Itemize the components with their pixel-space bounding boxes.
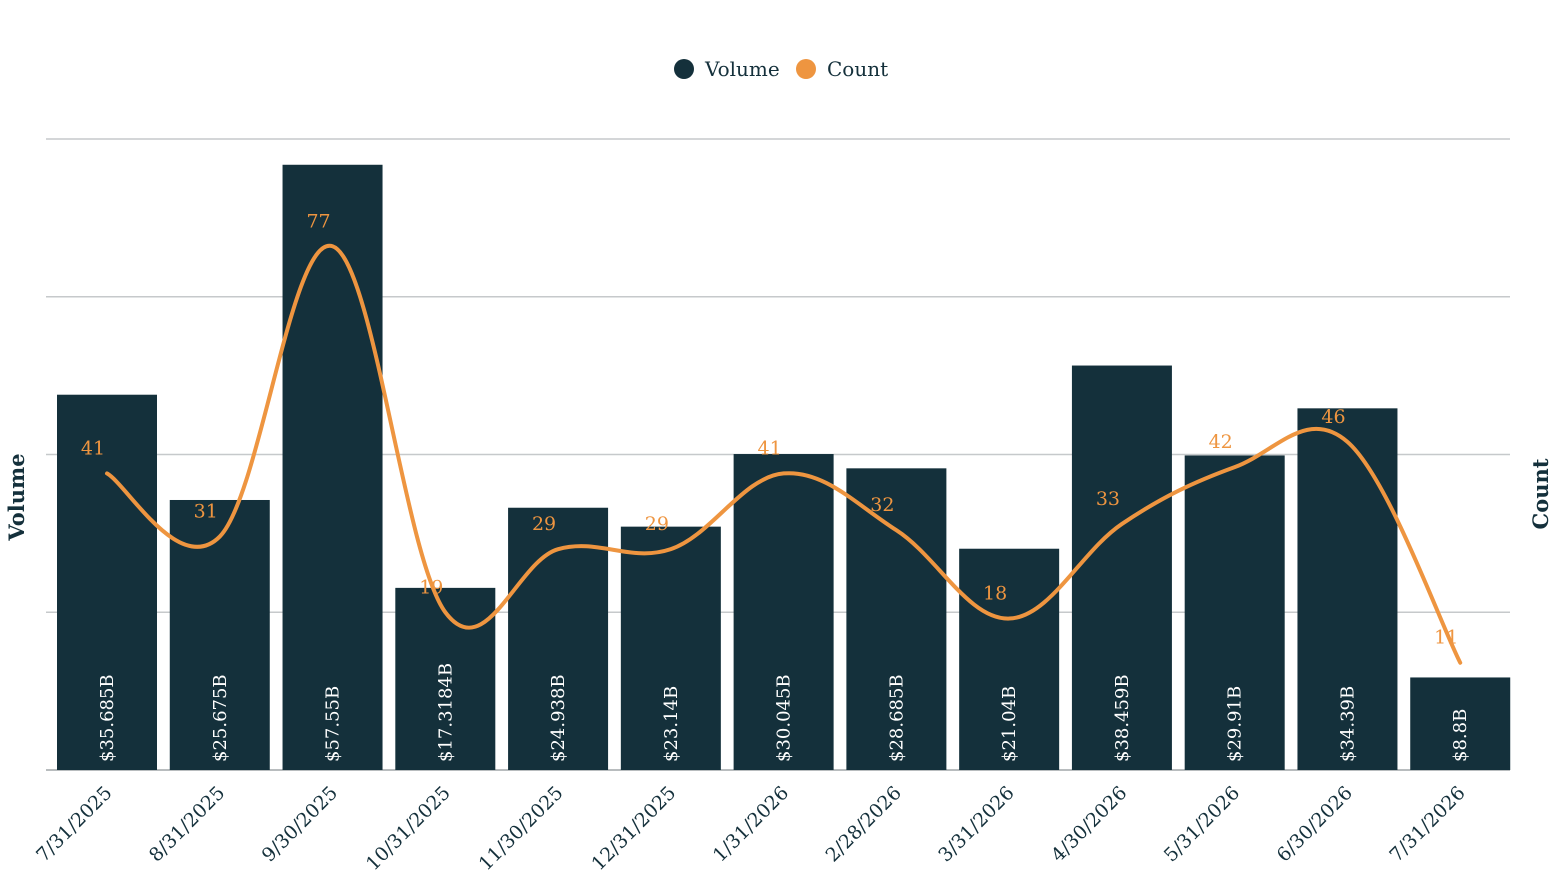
volume-bar[interactable] <box>959 548 1060 770</box>
x-tick-label: 4/30/2026 <box>1047 782 1131 866</box>
volume-bar-label: $17.3184B <box>435 663 456 762</box>
volume-bar-label: $21.04B <box>999 686 1020 762</box>
volume-bar-label: $28.685B <box>886 674 907 762</box>
volume-bar[interactable] <box>1071 365 1172 770</box>
count-label: 11 <box>1434 627 1458 649</box>
volume-bars <box>57 164 1511 770</box>
count-labels: 41 31 77 19 29 29 41 32 18 33 42 46 11 <box>81 210 1458 648</box>
x-axis-tick-labels: 7/31/2025 8/31/2025 9/30/2025 10/31/2025 11/… <box>32 782 1470 875</box>
count-label: 29 <box>645 513 669 535</box>
volume-bar-label: $30.045B <box>774 674 795 762</box>
count-label: 42 <box>1209 431 1233 453</box>
volume-bar[interactable] <box>395 587 496 770</box>
x-tick-label: 5/31/2026 <box>1160 782 1244 866</box>
volume-bar[interactable] <box>846 468 947 770</box>
count-label: 29 <box>532 513 556 535</box>
legend-count-marker <box>796 59 816 79</box>
count-label: 41 <box>758 437 782 459</box>
volume-bar-label: $57.55B <box>323 686 344 762</box>
x-tick-label: 8/31/2025 <box>145 782 229 866</box>
x-tick-label: 7/31/2025 <box>32 782 116 866</box>
volume-bar[interactable] <box>1297 408 1398 770</box>
volume-bar-label: $8.8B <box>1450 709 1471 762</box>
x-tick-label: 12/31/2025 <box>587 782 680 875</box>
y-axis-title: Volume <box>4 453 29 541</box>
volume-bar-label: $38.459B <box>1112 674 1133 762</box>
volume-bar[interactable] <box>508 507 609 770</box>
count-label: 18 <box>983 583 1007 605</box>
volume-bar-label: $23.14B <box>661 686 682 762</box>
count-label: 19 <box>419 576 443 598</box>
volume-bar[interactable] <box>1410 677 1511 770</box>
count-label: 41 <box>81 437 105 459</box>
x-tick-label: 9/30/2025 <box>258 782 342 866</box>
count-label: 77 <box>306 210 330 232</box>
x-tick-label: 6/30/2026 <box>1273 782 1357 866</box>
legend: Volume Count <box>674 57 888 81</box>
count-label: 33 <box>1096 488 1120 510</box>
volume-bar[interactable] <box>733 454 834 770</box>
volume-bar-labels: $35.685B $25.675B $57.55B $17.3184B $24.938B… <box>97 663 1471 762</box>
count-label: 46 <box>1321 406 1345 428</box>
volume-bar-label: $29.91B <box>1225 686 1246 762</box>
volume-bar[interactable] <box>57 394 157 770</box>
x-tick-label: 3/31/2026 <box>934 782 1018 866</box>
count-line <box>105 244 1463 665</box>
legend-volume-marker <box>674 59 694 79</box>
volume-bar-label: $34.39B <box>1337 686 1358 762</box>
x-tick-label: 1/31/2026 <box>709 782 793 866</box>
y2-axis-title: Count <box>1528 458 1553 529</box>
count-label: 32 <box>870 494 894 516</box>
legend-count-label[interactable]: Count <box>827 57 888 81</box>
volume-bar[interactable] <box>620 526 721 770</box>
volume-bar-label: $35.685B <box>97 674 118 762</box>
volume-bar[interactable] <box>1184 455 1285 770</box>
legend-volume-label[interactable]: Volume <box>704 57 780 81</box>
x-tick-label: 2/28/2026 <box>821 782 905 866</box>
volume-bar-label: $25.675B <box>210 674 231 762</box>
x-tick-label: 10/31/2025 <box>362 782 455 875</box>
volume-bar[interactable] <box>282 164 383 770</box>
x-tick-label: 11/30/2025 <box>475 782 568 875</box>
count-label: 31 <box>194 501 218 523</box>
volume-bar-label: $24.938B <box>548 674 569 762</box>
x-tick-label: 7/31/2026 <box>1385 782 1469 866</box>
